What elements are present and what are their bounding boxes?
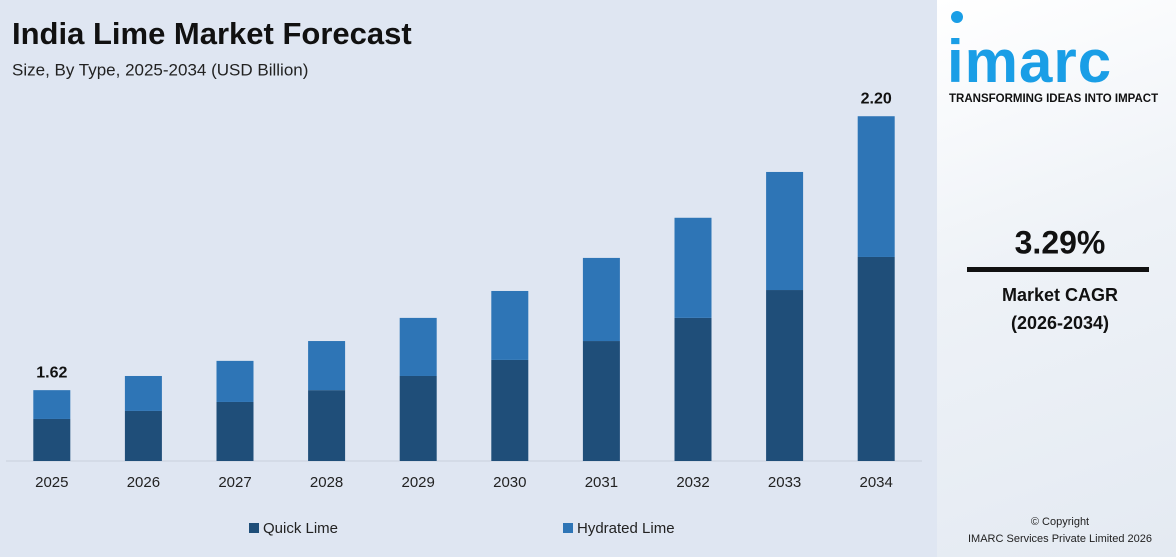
logo: imarc	[947, 28, 1112, 95]
x-tick-label: 2031	[585, 474, 618, 491]
sidebar-graphic: imarc TRANSFORMING IDEAS INTO IMPACT 3.2…	[947, 11, 1158, 545]
total-label: 2.20	[861, 90, 892, 107]
bar-segment	[766, 290, 804, 461]
bar-segment	[399, 375, 437, 461]
bar-segment	[33, 390, 71, 419]
x-tick-label: 2026	[127, 474, 160, 491]
logo-dot	[951, 11, 963, 23]
divider	[967, 267, 1149, 272]
chart-subtitle: Size, By Type, 2025-2034 (USD Billion)	[12, 60, 308, 79]
total-label: 1.62	[36, 364, 67, 381]
bar-segment	[124, 410, 162, 461]
chart-title: India Lime Market Forecast	[12, 16, 412, 51]
bar-segment	[582, 341, 620, 461]
legend-label: Hydrated Lime	[577, 520, 675, 537]
sidebar: imarc TRANSFORMING IDEAS INTO IMPACT 3.2…	[937, 0, 1176, 557]
bar-segment	[766, 171, 804, 291]
copyright: © Copyright	[1031, 516, 1089, 528]
cagr-label: Market CAGR	[1002, 285, 1118, 305]
bar-segment	[216, 401, 254, 461]
bar-segment	[582, 257, 620, 342]
x-tick-label: 2033	[768, 474, 801, 491]
cagr-period: (2026-2034)	[1011, 313, 1109, 333]
company: IMARC Services Private Limited 2026	[968, 533, 1152, 545]
x-tick-label: 2034	[860, 474, 893, 491]
x-tick-label: 2028	[310, 474, 343, 491]
legend-label: Quick Lime	[263, 520, 338, 537]
bar-segment	[491, 359, 529, 461]
x-tick-label: 2027	[218, 474, 251, 491]
bar-segment	[216, 360, 254, 402]
bar-segment	[857, 256, 895, 461]
bar-segment	[674, 217, 712, 318]
x-tick-label: 2025	[35, 474, 68, 491]
bar-segment	[674, 317, 712, 461]
x-tick-label: 2029	[402, 474, 435, 491]
tagline: TRANSFORMING IDEAS INTO IMPACT	[949, 93, 1158, 105]
bar-segment	[308, 341, 346, 391]
x-tick-label: 2030	[493, 474, 526, 491]
bar-segment	[33, 418, 71, 461]
bar-segment	[491, 290, 529, 360]
legend-swatch	[249, 523, 259, 533]
chart: India Lime Market Forecast Size, By Type…	[6, 16, 922, 537]
legend-swatch	[563, 523, 573, 533]
x-tick-label: 2032	[676, 474, 709, 491]
bar-segment	[124, 375, 162, 411]
bar-segment	[399, 317, 437, 376]
cagr-value: 3.29%	[1015, 224, 1106, 260]
bar-segment	[308, 390, 346, 461]
bar-segment	[857, 116, 895, 257]
